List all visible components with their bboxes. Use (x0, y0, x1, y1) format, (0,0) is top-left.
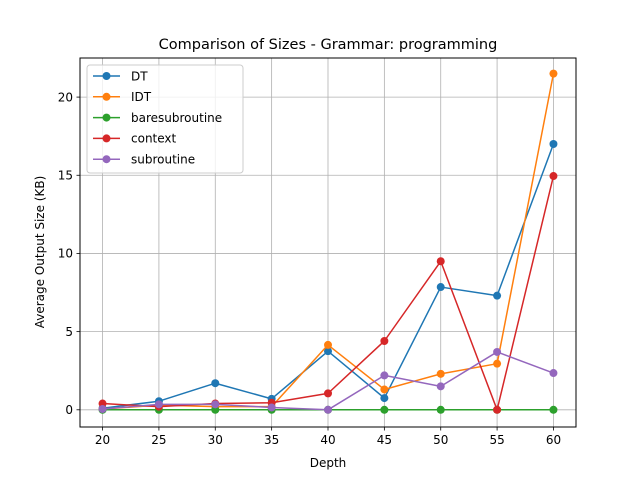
data-point (324, 389, 332, 398)
data-point (436, 257, 445, 266)
data-point (324, 405, 332, 414)
legend-label: context (131, 132, 177, 146)
legend-label: IDT (131, 90, 152, 104)
chart-title: Comparison of Sizes - Grammar: programmi… (159, 37, 498, 53)
data-point (549, 369, 558, 378)
data-point (493, 359, 502, 368)
y-tick-label: 10 (58, 247, 73, 261)
data-point (324, 347, 332, 356)
data-point (436, 369, 445, 378)
data-point (211, 405, 220, 414)
x-tick-label: 55 (489, 433, 504, 447)
data-point (380, 337, 389, 346)
y-tick-label: 0 (65, 403, 73, 417)
data-point (436, 382, 445, 391)
axis-ticks: 20 25 30 35 40 45 50 55 60 0 5 10 15 20 (58, 90, 561, 447)
legend: DT IDT baresubroutine context subroutine (86, 64, 244, 174)
data-point (154, 400, 163, 409)
series-subroutine (98, 347, 558, 414)
legend-marker (102, 113, 111, 122)
data-point (380, 371, 389, 380)
legend-marker (102, 72, 111, 80)
data-point (324, 340, 332, 349)
x-tick-label: 35 (264, 433, 279, 447)
series-DT (98, 139, 558, 413)
x-tick-label: 20 (95, 433, 110, 447)
y-tick-label: 20 (58, 90, 73, 104)
data-point (493, 347, 502, 356)
legend-label: DT (131, 69, 148, 83)
legend-item: context (93, 132, 177, 146)
legend-label: subroutine (131, 153, 195, 167)
x-tick-label: 40 (320, 433, 335, 447)
series-context (98, 172, 558, 414)
legend-marker (102, 92, 111, 101)
legend-item: subroutine (93, 153, 195, 167)
data-point (549, 69, 558, 78)
data-point (98, 399, 107, 408)
data-point (211, 400, 220, 409)
x-axis-label: Depth (310, 456, 347, 470)
data-point (493, 405, 502, 414)
legend-item: IDT (93, 90, 152, 104)
data-point (98, 405, 107, 414)
data-point (549, 172, 558, 181)
legend-box (86, 64, 244, 174)
data-point (211, 379, 220, 388)
y-tick-label: 5 (65, 325, 73, 339)
data-point (380, 405, 389, 414)
legend-marker (102, 134, 111, 143)
data-point (436, 283, 445, 292)
x-tick-label: 50 (433, 433, 448, 447)
legend-label: baresubroutine (131, 111, 222, 125)
data-point (493, 291, 502, 300)
y-axis-label: Average Output Size (KB) (33, 176, 47, 329)
x-tick-label: 25 (151, 433, 166, 447)
data-point (549, 139, 558, 148)
legend-item: DT (93, 69, 148, 83)
x-tick-label: 45 (377, 433, 392, 447)
data-point (436, 405, 445, 414)
data-point (267, 403, 276, 412)
legend-item: baresubroutine (93, 111, 222, 125)
y-tick-label: 15 (58, 169, 73, 183)
data-point (549, 405, 558, 414)
series-lines (98, 69, 558, 414)
legend-marker (102, 155, 111, 164)
data-point (380, 394, 389, 403)
x-tick-label: 60 (546, 433, 561, 447)
data-point (380, 385, 389, 394)
x-tick-label: 30 (208, 433, 223, 447)
grid-lines (80, 58, 576, 427)
